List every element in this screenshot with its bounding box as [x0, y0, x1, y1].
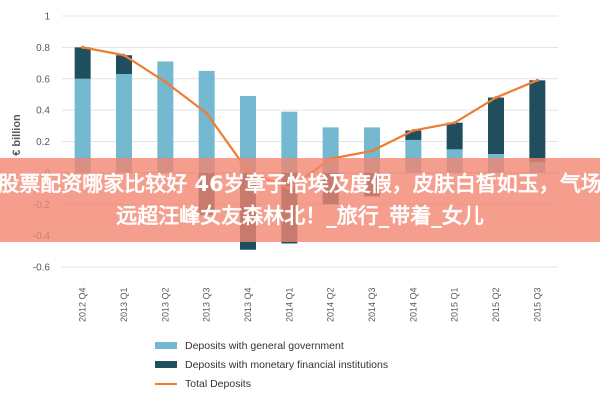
point-total-deposits — [205, 111, 209, 115]
bar-monetary-institutions — [488, 97, 504, 155]
legend-item-general-government: Deposits with general government — [155, 336, 388, 355]
x-tick-label: 2013 Q1 — [119, 287, 129, 322]
legend-label-general-government: Deposits with general government — [185, 339, 344, 352]
bar-monetary-institutions — [74, 47, 91, 79]
legend-label-monetary-institutions: Deposits with monetary financial institu… — [185, 358, 389, 371]
bar-monetary-institutions — [446, 122, 463, 150]
x-tick-label: 2013 Q2 — [160, 287, 170, 322]
x-tick-label: 2015 Q3 — [532, 287, 542, 322]
y-tick-label: 0.4 — [36, 106, 50, 117]
x-tick-label: 2013 Q3 — [202, 287, 212, 322]
x-tick-label: 2013 Q4 — [243, 287, 253, 322]
overlay-banner-text[interactable]: 股票配资哪家比较好 46岁章子怡埃及度假，皮肤白皙如玉，气场远超汪峰女友森林北！… — [0, 172, 600, 228]
x-tick-label: 2015 Q2 — [491, 287, 501, 322]
y-tick-label: 0.8 — [36, 43, 50, 54]
bar-monetary-institutions — [405, 130, 422, 140]
x-tick-label: 2014 Q2 — [326, 287, 336, 322]
x-tick-label: 2014 Q3 — [367, 287, 377, 322]
y-tick-label: -0.6 — [33, 263, 51, 274]
point-total-deposits — [411, 128, 415, 133]
bar-general-government — [157, 61, 174, 173]
bar-general-government — [74, 78, 91, 173]
x-tick-label: 2012 Q4 — [78, 287, 88, 322]
y-tick-label: 0.2 — [36, 137, 50, 148]
legend: Deposits with general government Deposit… — [155, 336, 388, 393]
y-tick-label: 0.6 — [36, 74, 50, 85]
bar-general-government — [198, 70, 215, 173]
point-total-deposits — [163, 80, 167, 84]
bar-monetary-institutions — [529, 80, 546, 162]
y-tick-label: 1 — [44, 12, 50, 23]
legend-item-monetary-institutions: Deposits with monetary financial institu… — [155, 355, 388, 374]
x-tick-label: 2014 Q1 — [284, 287, 294, 322]
x-tick-label: 2014 Q4 — [408, 287, 418, 322]
legend-item-total-deposits: Total Deposits — [155, 374, 388, 393]
point-total-deposits — [494, 95, 498, 100]
point-total-deposits — [535, 78, 539, 82]
bar-general-government — [281, 111, 298, 173]
legend-swatch-monetary-institutions — [155, 361, 177, 368]
x-tick-label: 2015 Q1 — [450, 287, 460, 322]
legend-label-total-deposits: Total Deposits — [185, 377, 251, 390]
bar-monetary-institutions — [116, 55, 132, 75]
legend-swatch-general-government — [155, 342, 177, 349]
point-total-deposits — [370, 149, 374, 153]
legend-swatch-total-deposits — [155, 382, 177, 385]
point-total-deposits — [453, 121, 457, 125]
x-tick-labels: 2012 Q4 2013 Q1 2013 Q2 2013 Q3 2013 Q4 2014 … — [78, 287, 543, 322]
bar-general-government — [240, 96, 256, 173]
y-axis-label: € billion — [11, 114, 23, 156]
point-total-deposits — [122, 53, 126, 57]
overlay-banner — [0, 158, 600, 242]
bar-general-government — [116, 74, 132, 173]
point-total-deposits — [81, 45, 85, 49]
